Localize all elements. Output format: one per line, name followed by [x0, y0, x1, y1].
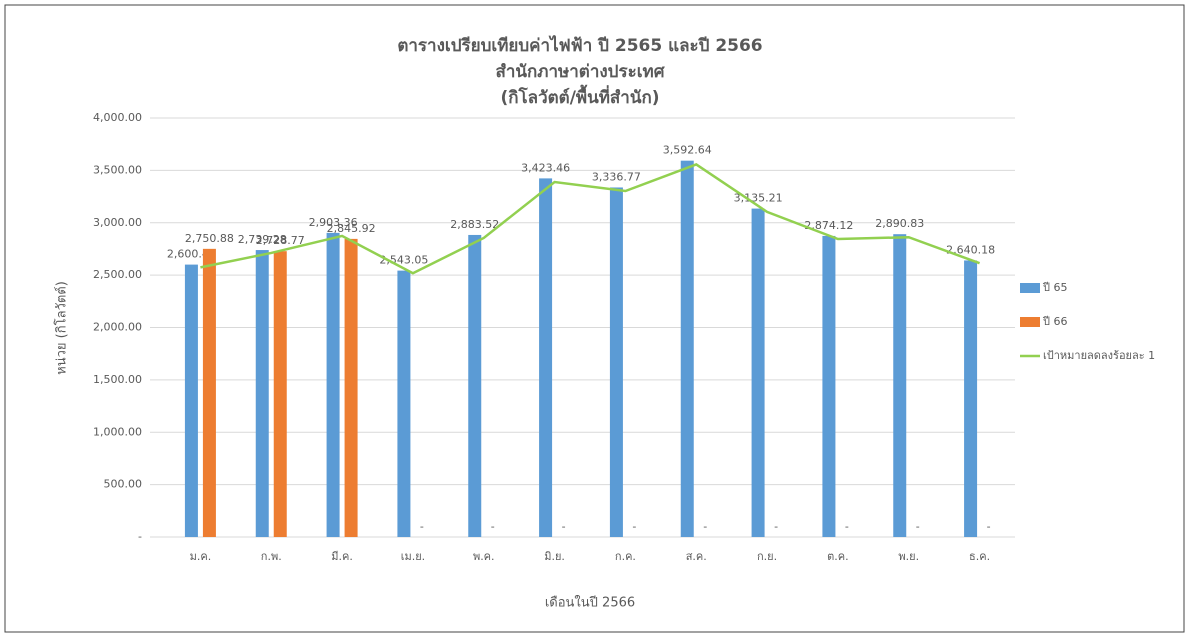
bar: [893, 234, 907, 538]
data-label: 2,883.52: [450, 218, 499, 231]
data-label: 3,423.46: [521, 161, 570, 174]
chart-title: (กิโลวัตต์/พื้นที่สำนัก): [500, 84, 659, 108]
bar: [680, 160, 694, 537]
x-tick-label: ต.ค.: [827, 550, 849, 563]
x-tick-label: มิ.ย.: [544, 550, 565, 563]
data-label: 3,592.64: [663, 144, 712, 157]
y-tick-label: 1,500.00: [93, 373, 142, 386]
bar: [964, 260, 978, 537]
line: [200, 163, 981, 275]
y-tick-label: 2,500.00: [93, 268, 142, 281]
data-label: 2,728.77: [256, 234, 305, 247]
data-label: -: [845, 520, 849, 533]
x-tick-label: ส.ค.: [686, 550, 707, 563]
bar: [344, 238, 358, 537]
y-axis-title: หน่วย (กิโลวัตต์): [54, 281, 70, 375]
y-tick-label: 4,000.00: [93, 111, 142, 124]
legend-swatch: [1020, 317, 1040, 327]
legend-swatch: [1020, 283, 1040, 293]
chart-title: ตารางเปรียบเทียบค่าไฟฟ้า ปี 2565 และปี 2…: [397, 35, 762, 56]
data-label: 2,750.88: [185, 232, 234, 245]
y-tick-label: -: [138, 530, 142, 543]
data-label: -: [916, 520, 920, 533]
frame: [4, 4, 1185, 633]
bar: [326, 232, 340, 537]
bar: [202, 248, 216, 537]
data-label: 3,135.21: [734, 192, 783, 205]
x-tick-label: ก.ย.: [757, 550, 777, 563]
data-label: 2,890.83: [875, 217, 924, 230]
bar: [751, 208, 765, 538]
data-label: 2,845.92: [327, 222, 376, 235]
legend-label: เป้าหมายลดลงร้อยละ 1: [1043, 349, 1155, 362]
y-tick-label: 1,000.00: [93, 425, 142, 438]
x-tick-label: ก.พ.: [261, 550, 282, 563]
bar: [273, 251, 287, 537]
y-tick-label: 2,000.00: [93, 321, 142, 334]
x-tick-label: พ.ค.: [473, 550, 495, 563]
data-label: -: [632, 520, 636, 533]
x-tick-label: เม.ย.: [401, 550, 425, 563]
bar: [539, 178, 553, 537]
bar: [609, 187, 623, 538]
bar: [397, 270, 411, 537]
data-label: 2,874.12: [804, 219, 853, 232]
x-tick-label: พ.ย.: [898, 550, 919, 563]
data-label: -: [703, 520, 707, 533]
bar: [255, 250, 269, 537]
bar: [822, 235, 836, 538]
data-label: 2,739.28: [238, 233, 287, 246]
data-label: 2,640.18: [946, 243, 995, 256]
x-tick-label: ธ.ค.: [969, 550, 990, 563]
data-label: 2,903.36: [309, 216, 358, 229]
chart-title: สำนักภาษาต่างประเทศ: [495, 62, 665, 82]
x-axis-title: เดือนในปี 2566: [545, 595, 635, 611]
bar: [184, 264, 198, 537]
data-label: -: [987, 520, 991, 533]
x-tick-label: ก.ค.: [615, 550, 636, 563]
legend-label: ปี 66: [1042, 315, 1068, 328]
data-label: 3,336.77: [592, 170, 641, 183]
data-label: -: [774, 520, 778, 533]
data-label: -: [420, 520, 424, 533]
x-tick-label: มี.ค.: [331, 550, 353, 563]
data-label: -: [491, 520, 495, 533]
y-tick-label: 3,000.00: [93, 216, 142, 229]
data-label: -: [562, 520, 566, 533]
x-tick-label: ม.ค.: [190, 550, 212, 563]
y-tick-label: 500.00: [104, 478, 143, 491]
y-tick-label: 3,500.00: [93, 163, 142, 176]
legend-label: ปี 65: [1042, 281, 1068, 294]
bar: [468, 234, 482, 537]
